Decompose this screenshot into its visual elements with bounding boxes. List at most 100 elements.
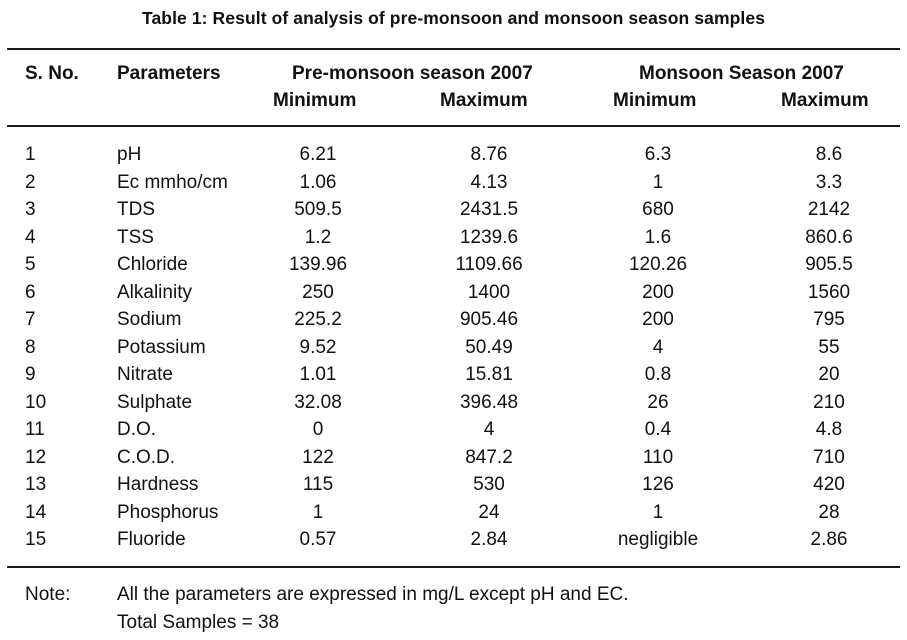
header-monsoon: Monsoon Season 2007 (639, 63, 844, 84)
cell-parameter: Nitrate (117, 364, 173, 385)
cell-monsoon-minimum: 6.3 (644, 144, 672, 165)
cell-pre-minimum: 225.2 (294, 309, 342, 330)
header-pre-maximum: Maximum (440, 90, 528, 111)
cell-pre-maximum: 15.81 (465, 364, 513, 385)
cell-parameter: Potassium (117, 336, 206, 358)
cell-pre-minimum: 1.01 (299, 364, 337, 385)
cell-pre-minimum: 250 (302, 281, 334, 303)
header-sno: S. No. (25, 63, 79, 84)
cell-parameter: C.O.D. (117, 446, 176, 468)
cell-pre-minimum: 9.52 (299, 336, 337, 358)
cell-monsoon-maximum: 2142 (807, 199, 851, 220)
cell-parameter: Sodium (117, 309, 182, 330)
cell-monsoon-maximum: 8.6 (815, 144, 843, 165)
table-bottom-rule (7, 566, 900, 568)
cell-sno: 1 (25, 144, 36, 165)
cell-pre-minimum: 115 (302, 474, 334, 495)
cell-parameter: Phosphorus (117, 501, 219, 523)
cell-monsoon-minimum: negligible (617, 529, 699, 550)
cell-monsoon-minimum: 1.6 (644, 226, 672, 248)
note-units: All the parameters are expressed in mg/L… (117, 584, 629, 605)
cell-monsoon-maximum: 20 (818, 364, 840, 385)
cell-monsoon-maximum: 710 (813, 446, 845, 468)
cell-monsoon-minimum: 680 (642, 199, 674, 220)
note-label: Note: (25, 584, 71, 605)
header-pre-minimum: Minimum (273, 90, 357, 111)
cell-monsoon-minimum: 0.4 (644, 419, 672, 440)
cell-pre-minimum: 1 (312, 501, 324, 523)
cell-pre-minimum: 139.96 (288, 254, 348, 275)
cell-monsoon-minimum: 110 (642, 446, 674, 468)
table-header-rule (7, 125, 900, 127)
table-caption: Table 1: Result of analysis of pre-monso… (141, 8, 766, 28)
cell-parameter: pH (117, 144, 142, 165)
cell-monsoon-maximum: 1560 (807, 281, 851, 303)
cell-pre-minimum: 0 (312, 419, 324, 440)
cell-pre-minimum: 1.2 (304, 226, 332, 248)
header-monsoon-maximum: Maximum (781, 90, 869, 111)
cell-monsoon-minimum: 200 (642, 281, 674, 303)
cell-monsoon-maximum: 2.86 (810, 529, 848, 550)
cell-monsoon-maximum: 55 (818, 336, 840, 358)
cell-sno: 9 (25, 364, 36, 385)
cell-pre-maximum: 50.49 (465, 336, 513, 358)
cell-parameter: D.O. (117, 419, 157, 440)
cell-pre-maximum: 8.76 (470, 144, 508, 165)
cell-sno: 5 (25, 254, 36, 275)
cell-pre-maximum: 905.46 (459, 309, 519, 330)
cell-sno: 6 (25, 281, 36, 303)
cell-sno: 3 (25, 199, 36, 220)
cell-pre-maximum: 1109.66 (455, 254, 523, 275)
cell-pre-maximum: 396.48 (459, 391, 519, 413)
cell-parameter: Alkalinity (117, 281, 192, 303)
cell-parameter: TDS (117, 199, 155, 220)
cell-pre-minimum: 6.21 (299, 144, 337, 165)
cell-sno: 13 (25, 474, 47, 495)
cell-monsoon-minimum: 200 (642, 309, 674, 330)
cell-pre-maximum: 530 (473, 474, 505, 495)
header-parameters: Parameters (117, 63, 221, 84)
cell-sno: 15 (25, 529, 47, 550)
cell-pre-minimum: 1.06 (299, 171, 337, 193)
cell-pre-maximum: 4 (483, 419, 495, 440)
cell-parameter: Ec mmho/cm (117, 171, 228, 193)
cell-pre-minimum: 32.08 (294, 391, 342, 413)
cell-parameter: TSS (117, 226, 154, 248)
cell-monsoon-minimum: 126 (642, 474, 674, 495)
cell-monsoon-maximum: 210 (813, 391, 845, 413)
cell-monsoon-maximum: 3.3 (815, 171, 843, 193)
cell-sno: 14 (25, 501, 47, 523)
cell-sno: 10 (25, 391, 47, 413)
cell-sno: 4 (25, 226, 36, 248)
cell-sno: 7 (25, 309, 36, 330)
cell-sno: 8 (25, 336, 36, 358)
cell-monsoon-maximum: 795 (813, 309, 845, 330)
cell-monsoon-minimum: 26 (647, 391, 669, 413)
header-monsoon-minimum: Minimum (613, 90, 697, 111)
cell-pre-maximum: 4.13 (470, 171, 508, 193)
cell-pre-maximum: 24 (478, 501, 500, 523)
cell-sno: 12 (25, 446, 47, 468)
cell-pre-maximum: 1239.6 (459, 226, 519, 248)
cell-monsoon-minimum: 4 (652, 336, 664, 358)
cell-parameter: Sulphate (117, 391, 193, 413)
cell-parameter: Chloride (117, 254, 188, 275)
cell-pre-minimum: 509.5 (294, 199, 342, 220)
cell-sno: 2 (25, 171, 36, 193)
header-pre-monsoon: Pre-monsoon season 2007 (292, 63, 533, 84)
cell-monsoon-maximum: 905.5 (805, 254, 853, 275)
cell-pre-maximum: 847.2 (465, 446, 513, 468)
cell-monsoon-minimum: 1 (652, 501, 664, 523)
cell-pre-maximum: 2.84 (470, 529, 508, 550)
cell-monsoon-maximum: 420 (813, 474, 845, 495)
cell-pre-minimum: 122 (302, 446, 334, 468)
cell-monsoon-maximum: 28 (818, 501, 840, 523)
cell-monsoon-minimum: 0.8 (644, 364, 672, 385)
cell-monsoon-maximum: 860.6 (805, 226, 853, 248)
cell-parameter: Fluoride (117, 529, 186, 550)
cell-parameter: Hardness (117, 474, 199, 495)
cell-pre-maximum: 1400 (467, 281, 511, 303)
note-total-samples: Total Samples = 38 (117, 612, 280, 633)
cell-pre-maximum: 2431.5 (459, 199, 519, 220)
cell-monsoon-minimum: 1 (652, 171, 664, 193)
